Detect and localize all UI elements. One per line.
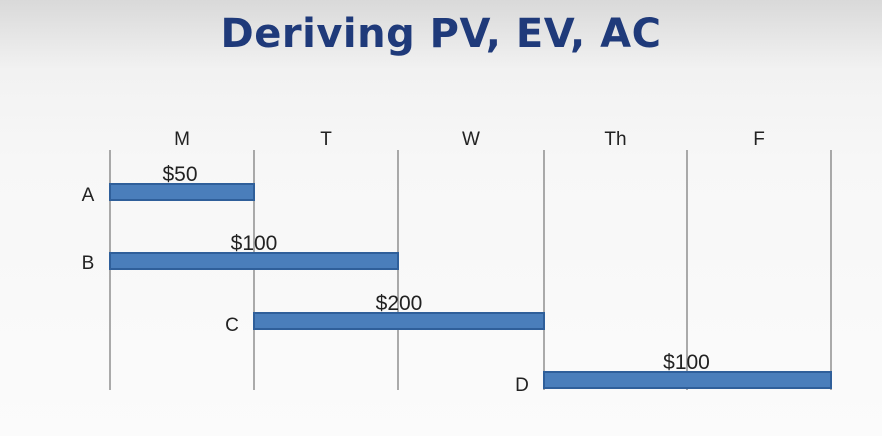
task-bar [109,183,255,201]
task-bar [109,252,399,270]
day-label: Th [604,129,626,150]
task-bar [253,312,545,330]
task-bar [543,371,832,389]
task-label: B [82,253,95,274]
task-label: A [82,185,95,206]
task-cost-label: $100 [663,351,710,374]
task-label: C [225,315,239,336]
task-cost-label: $200 [376,292,423,315]
day-label: W [462,129,480,150]
task-cost-label: $50 [162,163,197,186]
day-label: M [174,129,190,150]
task-cost-label: $100 [231,232,278,255]
task-label: D [515,375,529,396]
day-label: F [753,129,765,150]
slide-title: Deriving PV, EV, AC [220,11,662,57]
day-label: T [320,129,332,150]
